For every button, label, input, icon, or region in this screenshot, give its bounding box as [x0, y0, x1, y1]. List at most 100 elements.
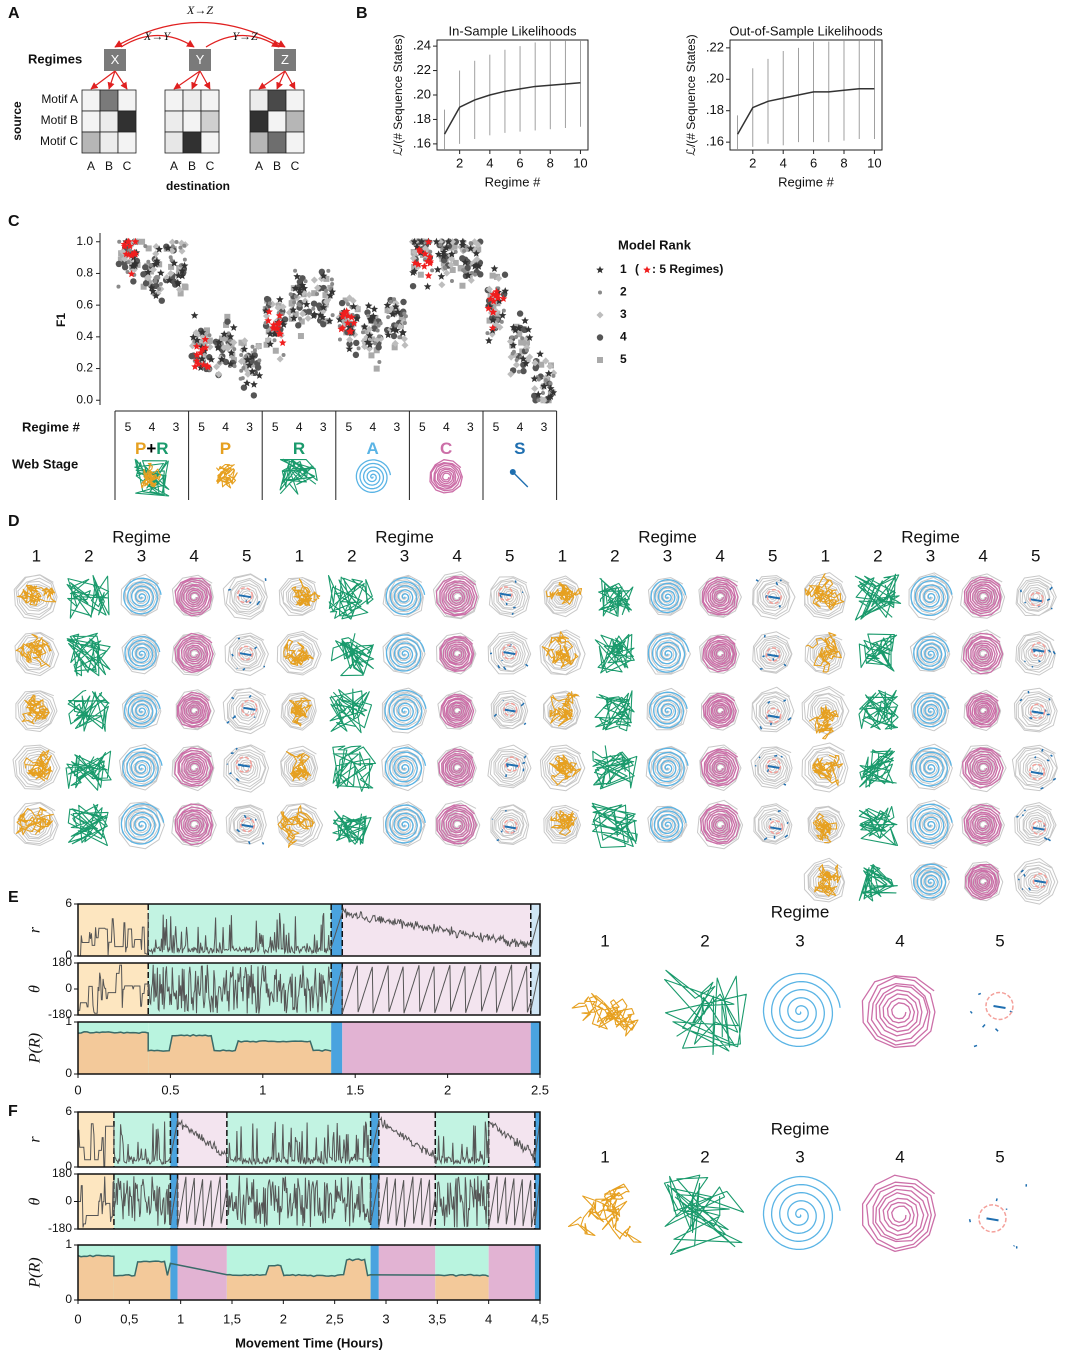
x-tick-label: 2 — [456, 155, 463, 170]
arrow — [284, 70, 296, 90]
marker-diamond — [213, 363, 221, 371]
trajectory-path — [594, 690, 635, 732]
point-cluster — [457, 237, 484, 289]
node-label: Y — [196, 52, 205, 67]
marker-diamond — [391, 339, 399, 347]
trajectory-path — [962, 747, 1004, 789]
trajectory — [539, 744, 586, 792]
matrix-cell — [249, 89, 269, 112]
trajectory-path — [965, 863, 1000, 901]
marker-diamond — [443, 269, 451, 277]
marker-star — [488, 326, 497, 334]
trajectory-path — [236, 828, 241, 833]
trajectory-path — [1013, 687, 1058, 733]
trajectory-path — [910, 747, 952, 787]
axis-label: source — [10, 101, 24, 141]
x-tick-label: 0,5 — [120, 1311, 138, 1326]
marker-dot — [330, 313, 335, 318]
trajectory-path — [238, 594, 252, 599]
col-label: A — [255, 159, 263, 173]
segment-bg — [78, 963, 149, 1015]
marker-diamond — [305, 291, 313, 299]
matrix-cell — [285, 89, 305, 112]
trajectory-path — [522, 761, 526, 765]
trajectory-path — [215, 463, 238, 489]
trajectory — [801, 742, 849, 793]
marker-diamond — [473, 255, 481, 263]
trajectory-path — [543, 575, 583, 618]
regime-number: 3 — [663, 546, 672, 565]
point-cluster — [162, 238, 189, 297]
trajectory — [910, 692, 950, 732]
trajectory-path — [1046, 759, 1050, 762]
trajectory — [701, 692, 740, 731]
y-tick-label: .18 — [413, 111, 431, 126]
trajectory-path — [1050, 754, 1053, 757]
trajectory — [490, 804, 530, 845]
trajectory-path — [1015, 575, 1057, 617]
trajectory-path — [285, 751, 312, 782]
x-tick-label: 0 — [74, 1311, 81, 1326]
trajectory-path — [493, 713, 498, 717]
marker-dot — [509, 335, 514, 340]
marker-star — [360, 322, 369, 331]
regime-number: 4 — [895, 1147, 904, 1166]
regime-tick-label: 4 — [149, 420, 156, 434]
trajectory — [490, 690, 529, 730]
trajectory-path — [812, 754, 844, 786]
marker-star — [193, 350, 201, 359]
marker-star — [174, 278, 182, 286]
y-tick-label: 0 — [65, 1194, 72, 1208]
legend-label: 1 — [620, 262, 627, 276]
trajectory-path — [767, 714, 780, 719]
trajectory-path — [248, 694, 252, 698]
y-tick-label: 6 — [65, 896, 72, 910]
marker-dot — [146, 259, 151, 264]
trajectory-path — [256, 603, 259, 606]
trajectory-path — [701, 576, 739, 616]
marker-hex — [464, 264, 471, 272]
regime-number: 2 — [84, 546, 93, 565]
marker-diamond — [474, 241, 482, 249]
marker-star — [437, 272, 446, 280]
trajectory-path — [1029, 716, 1033, 720]
marker-star — [417, 237, 426, 245]
marker-square — [203, 327, 210, 334]
highlight-circle — [765, 647, 781, 662]
highlight-circle — [238, 645, 254, 661]
trajectory-path — [648, 747, 689, 787]
transition-label: X→Z — [186, 3, 213, 17]
x-tick-label: 2 — [749, 155, 756, 170]
marker-star — [194, 360, 203, 368]
regime-tick-label: 5 — [198, 420, 205, 434]
marker-dot — [378, 321, 383, 326]
trajectory-path — [664, 969, 747, 1056]
trajectory-path — [15, 633, 52, 667]
point-cluster — [506, 310, 534, 378]
trajectory-path — [1032, 648, 1045, 653]
x-tick-label: 2,5 — [326, 1311, 344, 1326]
marker-star — [201, 343, 210, 352]
marker-star — [420, 262, 429, 270]
y-tick-label: 0.4 — [76, 329, 93, 343]
marker-star — [130, 248, 138, 256]
y-tick-label: 0 — [65, 1066, 72, 1080]
marker-star — [310, 310, 319, 318]
trajectory-path — [1052, 650, 1056, 655]
marker-square — [265, 328, 272, 335]
trajectory-path — [499, 592, 512, 597]
marker-star — [442, 244, 450, 252]
trajectory-path — [65, 750, 112, 791]
trajectory-path — [241, 823, 254, 828]
transition-label: X→Y — [143, 29, 171, 43]
p-segment — [342, 1022, 531, 1074]
marker-star — [326, 291, 335, 299]
trajectory-path — [511, 612, 514, 615]
trajectory-path — [758, 756, 761, 759]
point-cluster — [262, 295, 289, 363]
trajectory-path — [384, 689, 427, 731]
y-tick-label: .22 — [706, 39, 724, 54]
marker-star — [300, 284, 308, 292]
marker-diamond — [237, 357, 246, 365]
trajectory-path — [993, 1005, 1006, 1009]
